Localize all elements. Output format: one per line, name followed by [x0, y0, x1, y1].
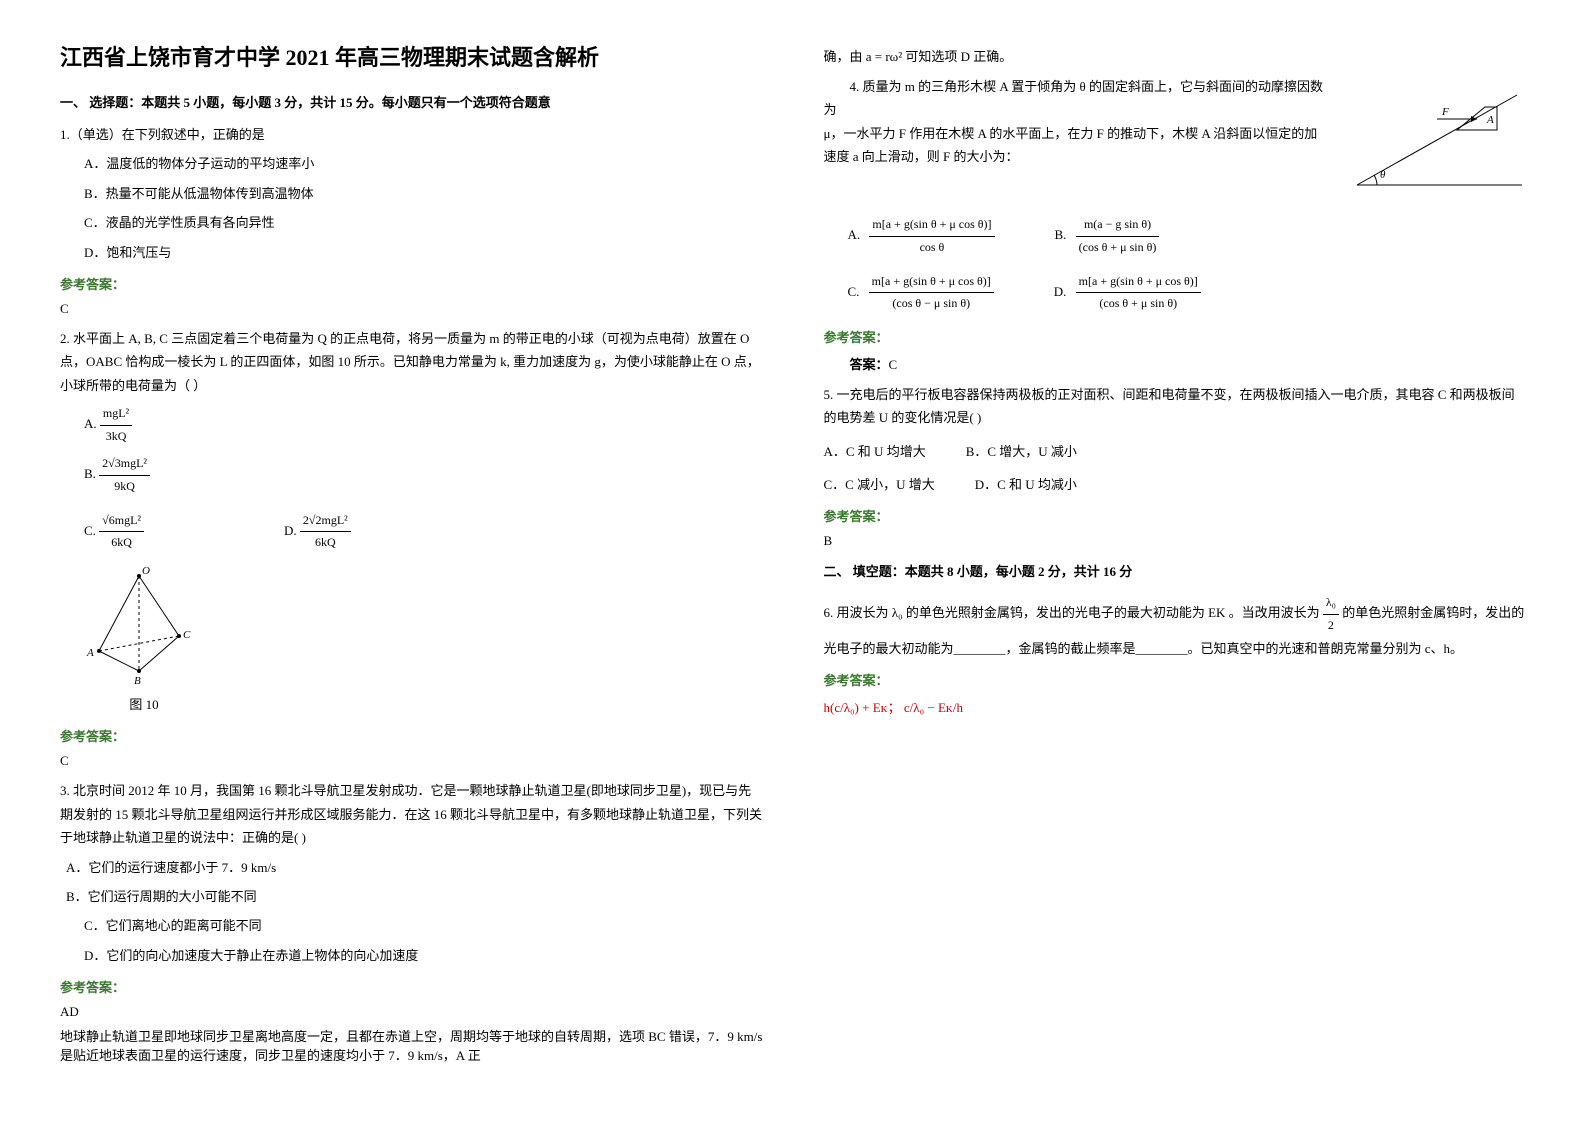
question-2: 2. 水平面上 A, B, C 三点固定着三个电荷量为 Q 的正点电荷，将另一质… [60, 327, 764, 717]
q2-option-b: B. 2√3mgL² 9kQ [84, 453, 764, 497]
q2-figure-caption: 图 10 [84, 693, 204, 716]
q4-optC-num: m[a + g(sin θ + μ cos θ)] [869, 271, 994, 294]
q3-option-a: A．它们的运行速度都小于 7．9 km/s [66, 856, 764, 879]
q6-stem-1: 6. 用波长为 λ₀ 的单色光照射金属钨，发出的光电子的最大初动能为 EK 。当… [824, 605, 1323, 620]
q4-optC-label: C. [848, 284, 860, 299]
q4-optB-label: B. [1055, 227, 1067, 242]
q1-option-c: C．液晶的光学性质具有各向异性 [84, 211, 764, 234]
q2-stem: 2. 水平面上 A, B, C 三点固定着三个电荷量为 Q 的正点电荷，将另一质… [60, 327, 764, 397]
q6-answer-label: 参考答案： [824, 670, 1528, 689]
q4-option-a: A. m[a + g(sin θ + μ cos θ)] cos θ [848, 214, 995, 258]
q4-option-c: C. m[a + g(sin θ + μ cos θ)] (cos θ − μ … [848, 271, 994, 315]
q2-answer-label: 参考答案： [60, 726, 764, 745]
q1-answer: C [60, 301, 764, 317]
q4-option-b: B. m(a − g sin θ) (cos θ + μ sin θ) [1055, 214, 1160, 258]
question-1: 1.（单选）在下列叙述中，正确的是 A．温度低的物体分子运动的平均速率小 B．热… [60, 123, 764, 264]
q4-optD-den: (cos θ + μ sin θ) [1076, 293, 1201, 315]
q4-optB-den: (cos θ + μ sin θ) [1076, 237, 1160, 259]
q4-fig-theta: θ [1380, 169, 1386, 181]
q2-figure: O A C B 图 10 [84, 566, 764, 717]
q4-fig-F: F [1441, 106, 1449, 118]
question-6: 6. 用波长为 λ₀ 的单色光照射金属钨，发出的光电子的最大初动能为 EK 。当… [824, 592, 1528, 660]
question-4: F A θ 4. 质量为 m 的三角形木楔 A 置于倾角为 θ 的固定斜面上，它… [824, 75, 1528, 315]
svg-text:B: B [134, 675, 141, 686]
q2-optD-label: D. [284, 523, 297, 538]
q2-optD-num: 2√2mgL² [300, 510, 351, 533]
q2-optA-label: A. [84, 416, 97, 431]
q2-answer: C [60, 753, 764, 769]
q2-optB-label: B. [84, 466, 96, 481]
q3-option-c: C．它们离地心的距离可能不同 [84, 914, 764, 937]
q6-answer: h(c/λ₀) + Eᴋ； c/λ₀ − Eᴋ/h [824, 697, 1528, 716]
q4-answer-value: C [889, 357, 898, 372]
svg-text:C: C [183, 629, 191, 641]
q4-answer: 答案：C [824, 354, 1528, 373]
question-3: 3. 北京时间 2012 年 10 月，我国第 16 颗北斗导航卫星发射成功．它… [60, 779, 764, 967]
q2-optC-num: √6mgL² [99, 510, 144, 533]
q1-option-a: A．温度低的物体分子运动的平均速率小 [84, 152, 764, 175]
q4-option-d: D. m[a + g(sin θ + μ cos θ)] (cos θ + μ … [1054, 271, 1201, 315]
q2-option-d: D. 2√2mgL² 6kQ [284, 510, 351, 554]
q4-optA-label: A. [848, 227, 861, 242]
q5-answer: B [824, 533, 1528, 549]
q5-option-b: B．C 增大，U 减小 [966, 440, 1077, 463]
q5-stem: 5. 一充电后的平行板电容器保持两极板的正对面积、间距和电荷量不变，在两极板间插… [824, 383, 1528, 430]
q3-cont: 确，由 a = rω² 可知选项 D 正确。 [824, 46, 1528, 65]
q4-answer-prefix: 答案： [850, 357, 889, 372]
q2-optB-den: 9kQ [99, 476, 150, 498]
q4-optA-den: cos θ [869, 237, 994, 259]
q3-option-b: B．它们运行周期的大小可能不同 [66, 885, 764, 908]
q2-optA-den: 3kQ [100, 426, 132, 448]
q4-optD-label: D. [1054, 284, 1067, 299]
q1-option-b: B．热量不可能从低温物体传到高温物体 [84, 182, 764, 205]
section2-title: 二、 填空题：本题共 8 小题，每小题 2 分，共计 16 分 [824, 561, 1528, 580]
q3-option-d: D．它们的向心加速度大于静止在赤道上物体的向心加速度 [84, 944, 764, 967]
q4-optC-den: (cos θ − μ sin θ) [869, 293, 994, 315]
question-5: 5. 一充电后的平行板电容器保持两极板的正对面积、间距和电荷量不变，在两极板间插… [824, 383, 1528, 497]
q3-answer: AD [60, 1004, 764, 1020]
q5-answer-label: 参考答案： [824, 506, 1528, 525]
q1-stem: 1.（单选）在下列叙述中，正确的是 [60, 123, 764, 146]
q1-answer-label: 参考答案： [60, 274, 764, 293]
svg-text:O: O [142, 566, 150, 577]
q5-option-a: A．C 和 U 均增大 [824, 440, 926, 463]
q5-option-d: D．C 和 U 均减小 [975, 473, 1077, 496]
q2-option-a: A. mgL² 3kQ [84, 403, 764, 447]
q5-option-c: C．C 减小，U 增大 [824, 473, 935, 496]
q3-answer-label: 参考答案： [60, 977, 764, 996]
section1-title: 一、 选择题：本题共 5 小题，每小题 3 分，共计 15 分。每小题只有一个选… [60, 92, 764, 111]
q4-fig-A: A [1486, 114, 1494, 126]
svg-text:A: A [86, 647, 94, 659]
q4-figure: F A θ [1347, 75, 1527, 202]
q4-optB-num: m(a − g sin θ) [1076, 214, 1160, 237]
q3-explain: 地球静止轨道卫星即地球同步卫星离地高度一定，且都在赤道上空，周期均等于地球的自转… [60, 1026, 764, 1064]
q4-optA-num: m[a + g(sin θ + μ cos θ)] [869, 214, 994, 237]
page-title: 江西省上饶市育才中学 2021 年高三物理期末试题含解析 [60, 40, 764, 72]
q1-option-d: D．饱和汽压与 [84, 241, 764, 264]
q6-frac-num: λ₀ [1323, 592, 1339, 615]
q2-optA-num: mgL² [100, 403, 132, 426]
q6-frac-den: 2 [1323, 615, 1339, 637]
q3-stem: 3. 北京时间 2012 年 10 月，我国第 16 颗北斗导航卫星发射成功．它… [60, 779, 764, 849]
q2-option-c: C. √6mgL² 6kQ [84, 510, 144, 554]
q2-optC-label: C. [84, 523, 96, 538]
q2-optC-den: 6kQ [99, 532, 144, 554]
q2-optB-num: 2√3mgL² [99, 453, 150, 476]
q4-answer-label: 参考答案： [824, 327, 1528, 346]
q2-optD-den: 6kQ [300, 532, 351, 554]
q4-optD-num: m[a + g(sin θ + μ cos θ)] [1076, 271, 1201, 294]
